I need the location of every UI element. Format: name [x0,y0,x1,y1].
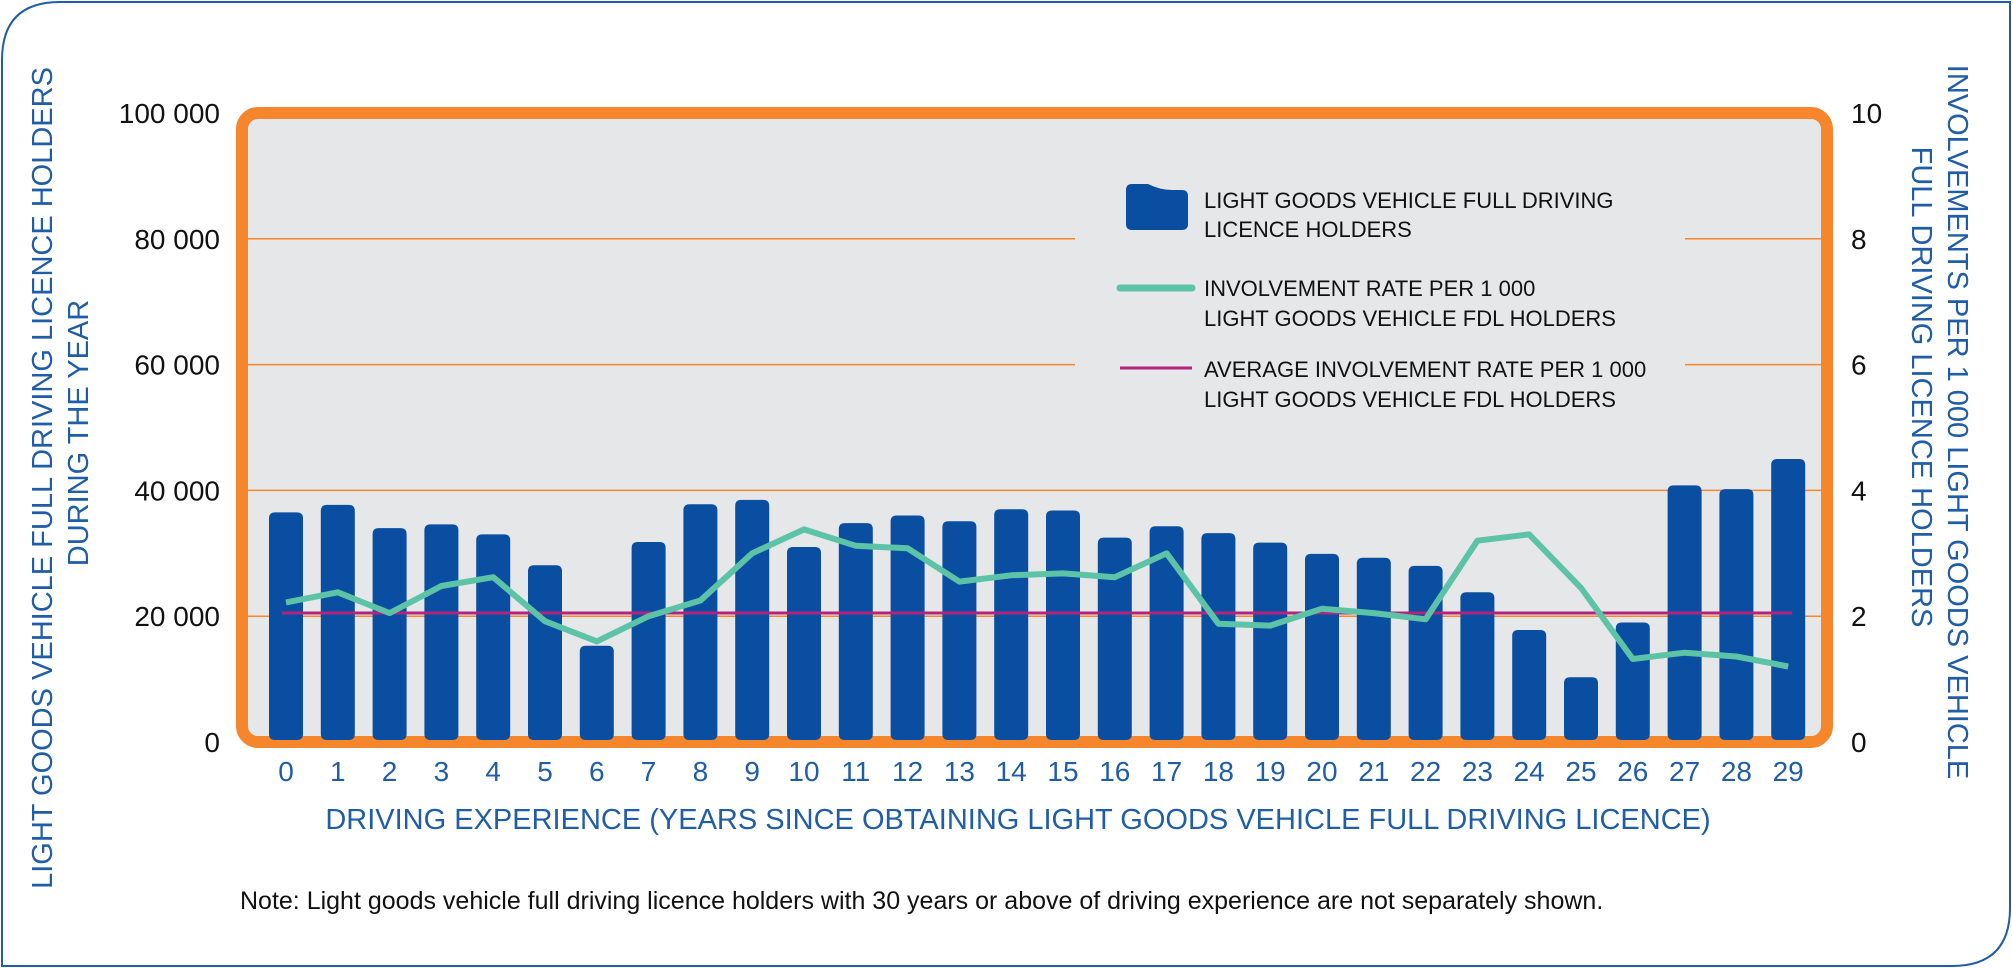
left-tick-label: 0 [204,727,220,758]
left-axis-title: LIGHT GOODS VEHICLE FULL DRIVING LICENCE… [27,67,59,889]
bar [1719,489,1754,740]
x-tick-label: 28 [1721,756,1752,787]
x-tick-label: 25 [1565,756,1596,787]
x-tick-label: 22 [1410,756,1441,787]
bar [1356,557,1391,740]
x-tick-label: 11 [841,756,870,787]
x-tick-label: 27 [1669,756,1700,787]
bar [424,524,459,740]
right-tick-label: 6 [1851,350,1867,381]
legend: LIGHT GOODS VEHICLE FULL DRIVING LICENCE… [1075,178,1685,428]
x-tick-label: 8 [693,756,709,787]
x-tick-label: 20 [1306,756,1337,787]
left-tick-label: 80 000 [134,224,220,255]
bar [269,512,303,740]
x-tick-label: 16 [1099,756,1130,787]
left-tick-label: 40 000 [134,475,220,506]
left-tick-label: 20 000 [134,601,220,632]
bar [942,521,977,740]
bar [994,509,1029,740]
x-tick-label: 26 [1617,756,1648,787]
left-tick-label: 100 000 [119,98,220,129]
right-tick-label: 2 [1851,601,1867,632]
bar [1046,510,1080,740]
right-tick-label: 4 [1851,475,1867,506]
bar [528,565,562,740]
x-tick-label: 4 [485,756,501,787]
right-axis-title: INVOLVEMENTS PER 1 000 LIGHT GOODS VEHIC… [1941,65,1973,779]
right-axis-ticks: 0 2 4 6 8 10 [1851,98,1882,758]
right-tick-label: 8 [1851,224,1867,255]
bar [1408,565,1443,740]
bar [735,499,770,740]
bar [1149,526,1184,740]
bar [320,504,355,740]
x-tick-label: 3 [434,756,450,787]
bar [1460,592,1495,740]
bar [476,534,511,740]
x-tick-label: 13 [944,756,975,787]
bar [1564,677,1598,740]
x-tick-label: 10 [788,756,819,787]
x-tick-label: 0 [278,756,294,787]
right-tick-label: 0 [1851,727,1867,758]
legend-label-average: AVERAGE INVOLVEMENT RATE PER 1 000 [1204,357,1646,382]
bar [579,645,614,740]
chart-note: Note: Light goods vehicle full driving l… [240,887,1603,915]
x-tick-label: 17 [1151,756,1182,787]
bar [787,547,821,740]
legend-swatch-bars [1126,184,1188,230]
x-tick-label: 14 [996,756,1027,787]
bar [1097,537,1132,740]
x-axis-ticks: 0 1 2 3 4 5 6 7 8 9 10 11 12 13 14 15 16 17 18 19 20 21 22 23 24… [278,756,1804,787]
legend-label-rate-line2: LIGHT GOODS VEHICLE FDL HOLDERS [1204,306,1616,331]
bar [631,541,666,740]
x-tick-label: 2 [382,756,398,787]
bar [838,523,873,740]
bar [1253,542,1288,740]
legend-label-average-line2: LIGHT GOODS VEHICLE FDL HOLDERS [1204,387,1616,412]
x-tick-label: 1 [330,756,346,787]
legend-label-bars: LIGHT GOODS VEHICLE FULL DRIVING [1204,188,1614,213]
involvement-rate-line [285,526,1789,670]
left-axis-title-line2: DURING THE YEAR [63,300,95,566]
legend-label-rate: INVOLVEMENT RATE PER 1 000 [1204,276,1535,301]
bar [1512,630,1547,740]
bar [1201,533,1236,740]
x-tick-label: 21 [1358,756,1389,787]
bar [683,504,718,740]
x-tick-label: 18 [1203,756,1234,787]
right-axis-title-line2: FULL DRIVING LICENCE HOLDERS [1905,147,1937,628]
x-tick-label: 29 [1773,756,1804,787]
x-tick-label: 5 [537,756,553,787]
x-tick-label: 7 [641,756,657,787]
x-tick-label: 9 [744,756,760,787]
legend-label-bars-line2: LICENCE HOLDERS [1204,217,1412,242]
bar [372,528,407,740]
bar [1771,458,1806,740]
left-tick-label: 60 000 [134,350,220,381]
x-tick-label: 15 [1047,756,1078,787]
right-tick-label: 10 [1851,98,1882,129]
bar [1305,553,1339,740]
bar [890,515,925,740]
x-tick-label: 24 [1514,756,1545,787]
x-axis-title: DRIVING EXPERIENCE (YEARS SINCE OBTAININ… [325,804,1710,836]
x-tick-label: 23 [1462,756,1493,787]
left-axis-ticks: 0 20 000 40 000 60 000 80 000 100 000 [119,98,220,758]
x-tick-label: 12 [892,756,923,787]
bar-series [269,458,1806,740]
x-tick-label: 19 [1255,756,1286,787]
x-tick-label: 6 [589,756,605,787]
